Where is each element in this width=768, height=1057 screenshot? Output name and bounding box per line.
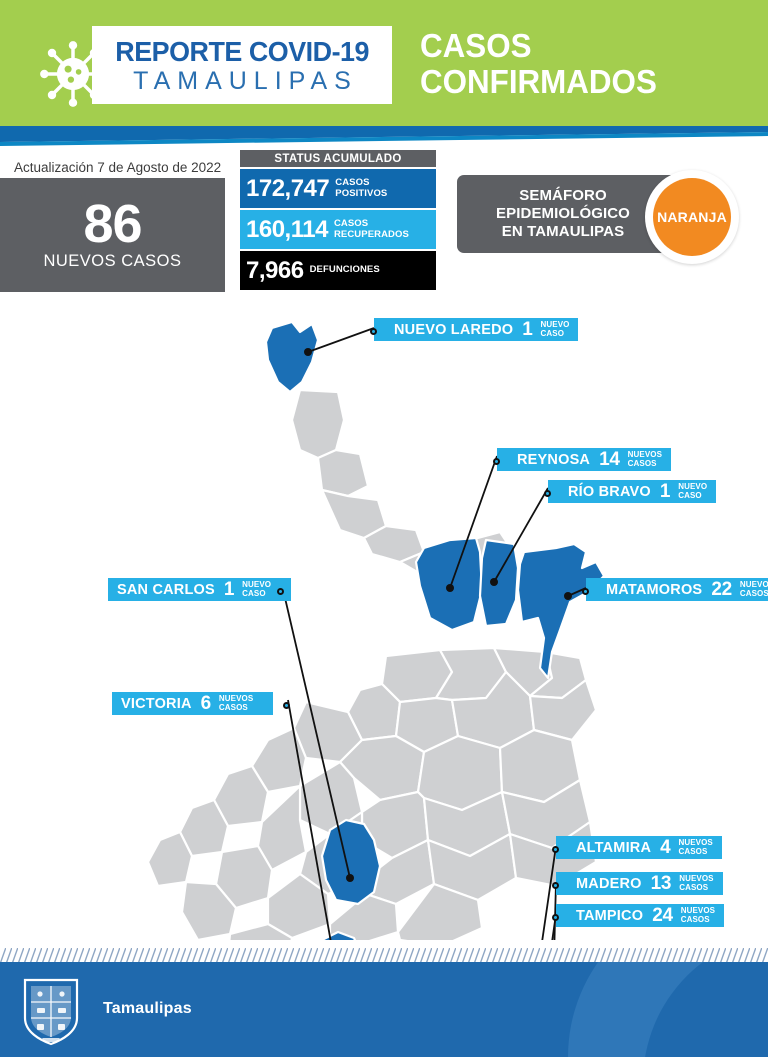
- marker-rio-bravo: [544, 490, 551, 497]
- municipality-nuevo-laredo: [264, 320, 320, 394]
- map-svg: [146, 320, 606, 940]
- municipality-reynosa: [414, 536, 484, 632]
- page-title: CASOS CONFIRMADOS: [420, 28, 669, 99]
- page-header: REPORTE COVID-19 TAMAULIPAS CASOS CONFIR…: [0, 0, 768, 128]
- leader-nuevo-laredo: [307, 327, 375, 353]
- callout-madero[interactable]: MADERO 13 NUEVOS CASOS: [556, 872, 723, 895]
- marker-madero: [552, 882, 559, 889]
- callout-nuevo-laredo[interactable]: NUEVO LAREDO 1 NUEVO CASO: [374, 318, 579, 341]
- municipality-rio-bravo: [478, 538, 520, 628]
- leader-reynosa: [449, 455, 498, 589]
- footer-hatch-divider: [0, 948, 768, 962]
- callout-tampico[interactable]: TAMPICO 24 NUEVOS CASOS: [556, 904, 725, 927]
- logo-subtitle: TAMAULIPAS: [133, 66, 358, 95]
- report-logo: REPORTE COVID-19 TAMAULIPAS: [92, 26, 392, 104]
- page-title-line1: CASOS: [420, 27, 532, 64]
- recovered-cases-number: 160,114: [246, 215, 328, 243]
- status-row-deaths: 7,966 DEFUNCIONES: [240, 251, 436, 290]
- new-cases-panel: 86 NUEVOS CASOS: [0, 178, 225, 292]
- marker-reynosa: [493, 458, 500, 465]
- logo-title: REPORTE COVID-19: [115, 36, 369, 68]
- recovered-cases-label: CASOS RECUPERADOS: [333, 218, 409, 240]
- semaforo-line1: SEMÁFORO: [519, 186, 607, 204]
- semaforo-line2: EPIDEMIOLÓGICO: [496, 204, 630, 222]
- new-cases-label: NUEVOS CASOS: [43, 252, 182, 271]
- semaforo-text: SEMÁFORO EPIDEMIOLÓGICO EN TAMAULIPAS: [496, 187, 648, 242]
- leader-madero: [553, 881, 557, 940]
- new-cases-number: 86: [83, 193, 142, 254]
- deaths-number: 7,966: [246, 256, 304, 284]
- marker-san-carlos: [277, 588, 284, 595]
- leader-victoria: [287, 699, 332, 940]
- marker-altamira: [552, 846, 559, 853]
- callout-reynosa[interactable]: REYNOSA 14 NUEVOS CASOS: [497, 448, 672, 471]
- status-accumulated-panel: STATUS ACUMULADO 172,747 CASOS POSITIVOS …: [240, 150, 436, 290]
- deaths-label: DEFUNCIONES: [309, 264, 380, 276]
- status-row-positive: 172,747 CASOS POSITIVOS: [240, 169, 436, 208]
- municipality-san-carlos: [320, 818, 382, 906]
- footer-state-name: Tamaulipas: [103, 1000, 192, 1017]
- page-footer: Tamaulipas: [0, 962, 768, 1057]
- tamaulipas-map: [0, 300, 768, 940]
- status-header: STATUS ACUMULADO: [240, 150, 436, 167]
- municipality-matamoros: [516, 542, 606, 680]
- marker-matamoros: [582, 588, 589, 595]
- leader-san-carlos: [281, 584, 351, 879]
- callout-san-carlos[interactable]: SAN CARLOS 1 NUEVO CASO: [108, 578, 292, 601]
- callout-victoria[interactable]: VICTORIA 6 NUEVOS CASOS: [112, 692, 274, 715]
- callout-rio-bravo[interactable]: RÍO BRAVO 1 NUEVO CASO: [548, 480, 717, 503]
- map-origin-dots: [304, 348, 572, 882]
- page-title-line2: CONFIRMADOS: [420, 62, 657, 100]
- semaforo-badge-ring: NARANJA: [645, 170, 739, 264]
- status-row-recovered: 160,114 CASOS RECUPERADOS: [240, 210, 436, 249]
- header-accent-stripe: [0, 126, 768, 146]
- map-base-municipalities: [146, 388, 598, 940]
- semaforo-line3: EN TAMAULIPAS: [501, 223, 625, 241]
- marker-tampico: [552, 914, 559, 921]
- map-highlighted-municipalities: [264, 320, 606, 940]
- marker-victoria: [283, 702, 290, 709]
- leader-rio-bravo: [493, 487, 549, 583]
- map-leader-lines: [281, 327, 587, 940]
- coat-of-arms-icon: [23, 978, 79, 1046]
- update-date: Actualización 7 de Agosto de 2022: [14, 160, 222, 175]
- status-badge: NARANJA: [653, 178, 731, 256]
- positive-cases-label: CASOS POSITIVOS: [335, 177, 388, 199]
- marker-nuevo-laredo: [370, 328, 377, 335]
- positive-cases-number: 172,747: [246, 174, 330, 202]
- callout-altamira[interactable]: ALTAMIRA 4 NUEVOS CASOS: [556, 836, 722, 859]
- leader-tampico: [551, 913, 557, 940]
- leader-altamira: [541, 845, 557, 940]
